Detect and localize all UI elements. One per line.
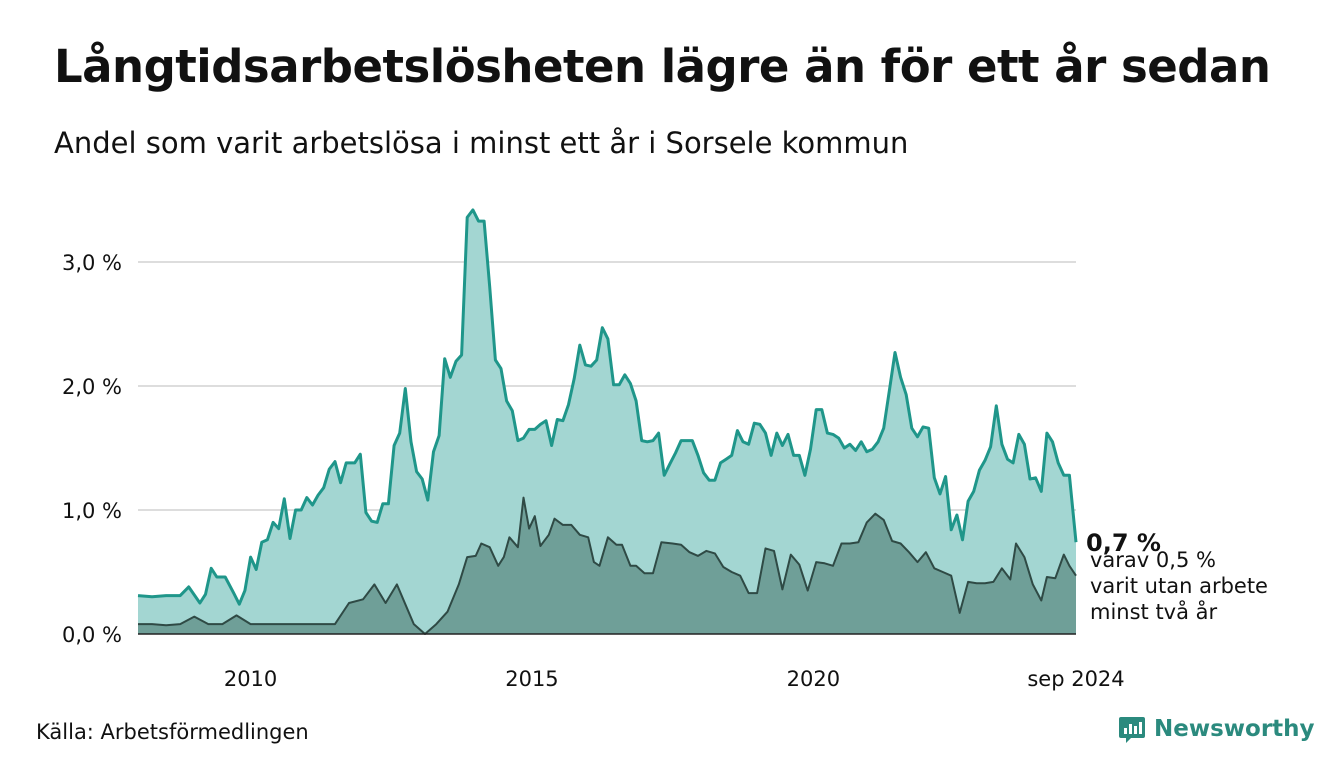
series-sub-area: [138, 497, 1076, 634]
source-note: Källa: Arbetsförmedlingen: [36, 720, 309, 744]
brand-logo: Newsworthy: [1118, 714, 1315, 744]
plot-areas: [137, 208, 1078, 635]
y-tick-label: 3,0 %: [62, 251, 122, 275]
y-tick-label: 1,0 %: [62, 499, 122, 523]
end-note-line: varav 0,5 %: [1090, 548, 1216, 572]
y-tick-label: 0,0 %: [62, 623, 122, 647]
chart-subtitle: Andel som varit arbetslösa i minst ett å…: [54, 126, 909, 160]
y-axis-labels: 0,0 % 1,0 % 2,0 % 3,0 %: [62, 251, 122, 647]
x-axis-labels: 2010 2015 2020 sep 2024: [224, 667, 1125, 691]
x-tick-label: 2020: [787, 667, 840, 691]
series-sub-line: [138, 496, 1077, 635]
end-note-line: minst två år: [1090, 599, 1218, 624]
x-tick-label: sep 2024: [1027, 667, 1124, 691]
end-note-line: varit utan arbete: [1090, 574, 1268, 598]
series-main-area: [138, 209, 1076, 634]
x-tick-label: 2015: [505, 667, 558, 691]
y-tick-label: 2,0 %: [62, 375, 122, 399]
end-value-label: 0,7 %: [1086, 529, 1161, 557]
x-tick-label: 2010: [224, 667, 277, 691]
newsworthy-logo-icon: [1119, 717, 1145, 743]
brand-name: Newsworthy: [1154, 716, 1315, 742]
chart-title: Långtidsarbetslösheten lägre än för ett …: [54, 40, 1271, 93]
series-main-line: [137, 208, 1078, 606]
